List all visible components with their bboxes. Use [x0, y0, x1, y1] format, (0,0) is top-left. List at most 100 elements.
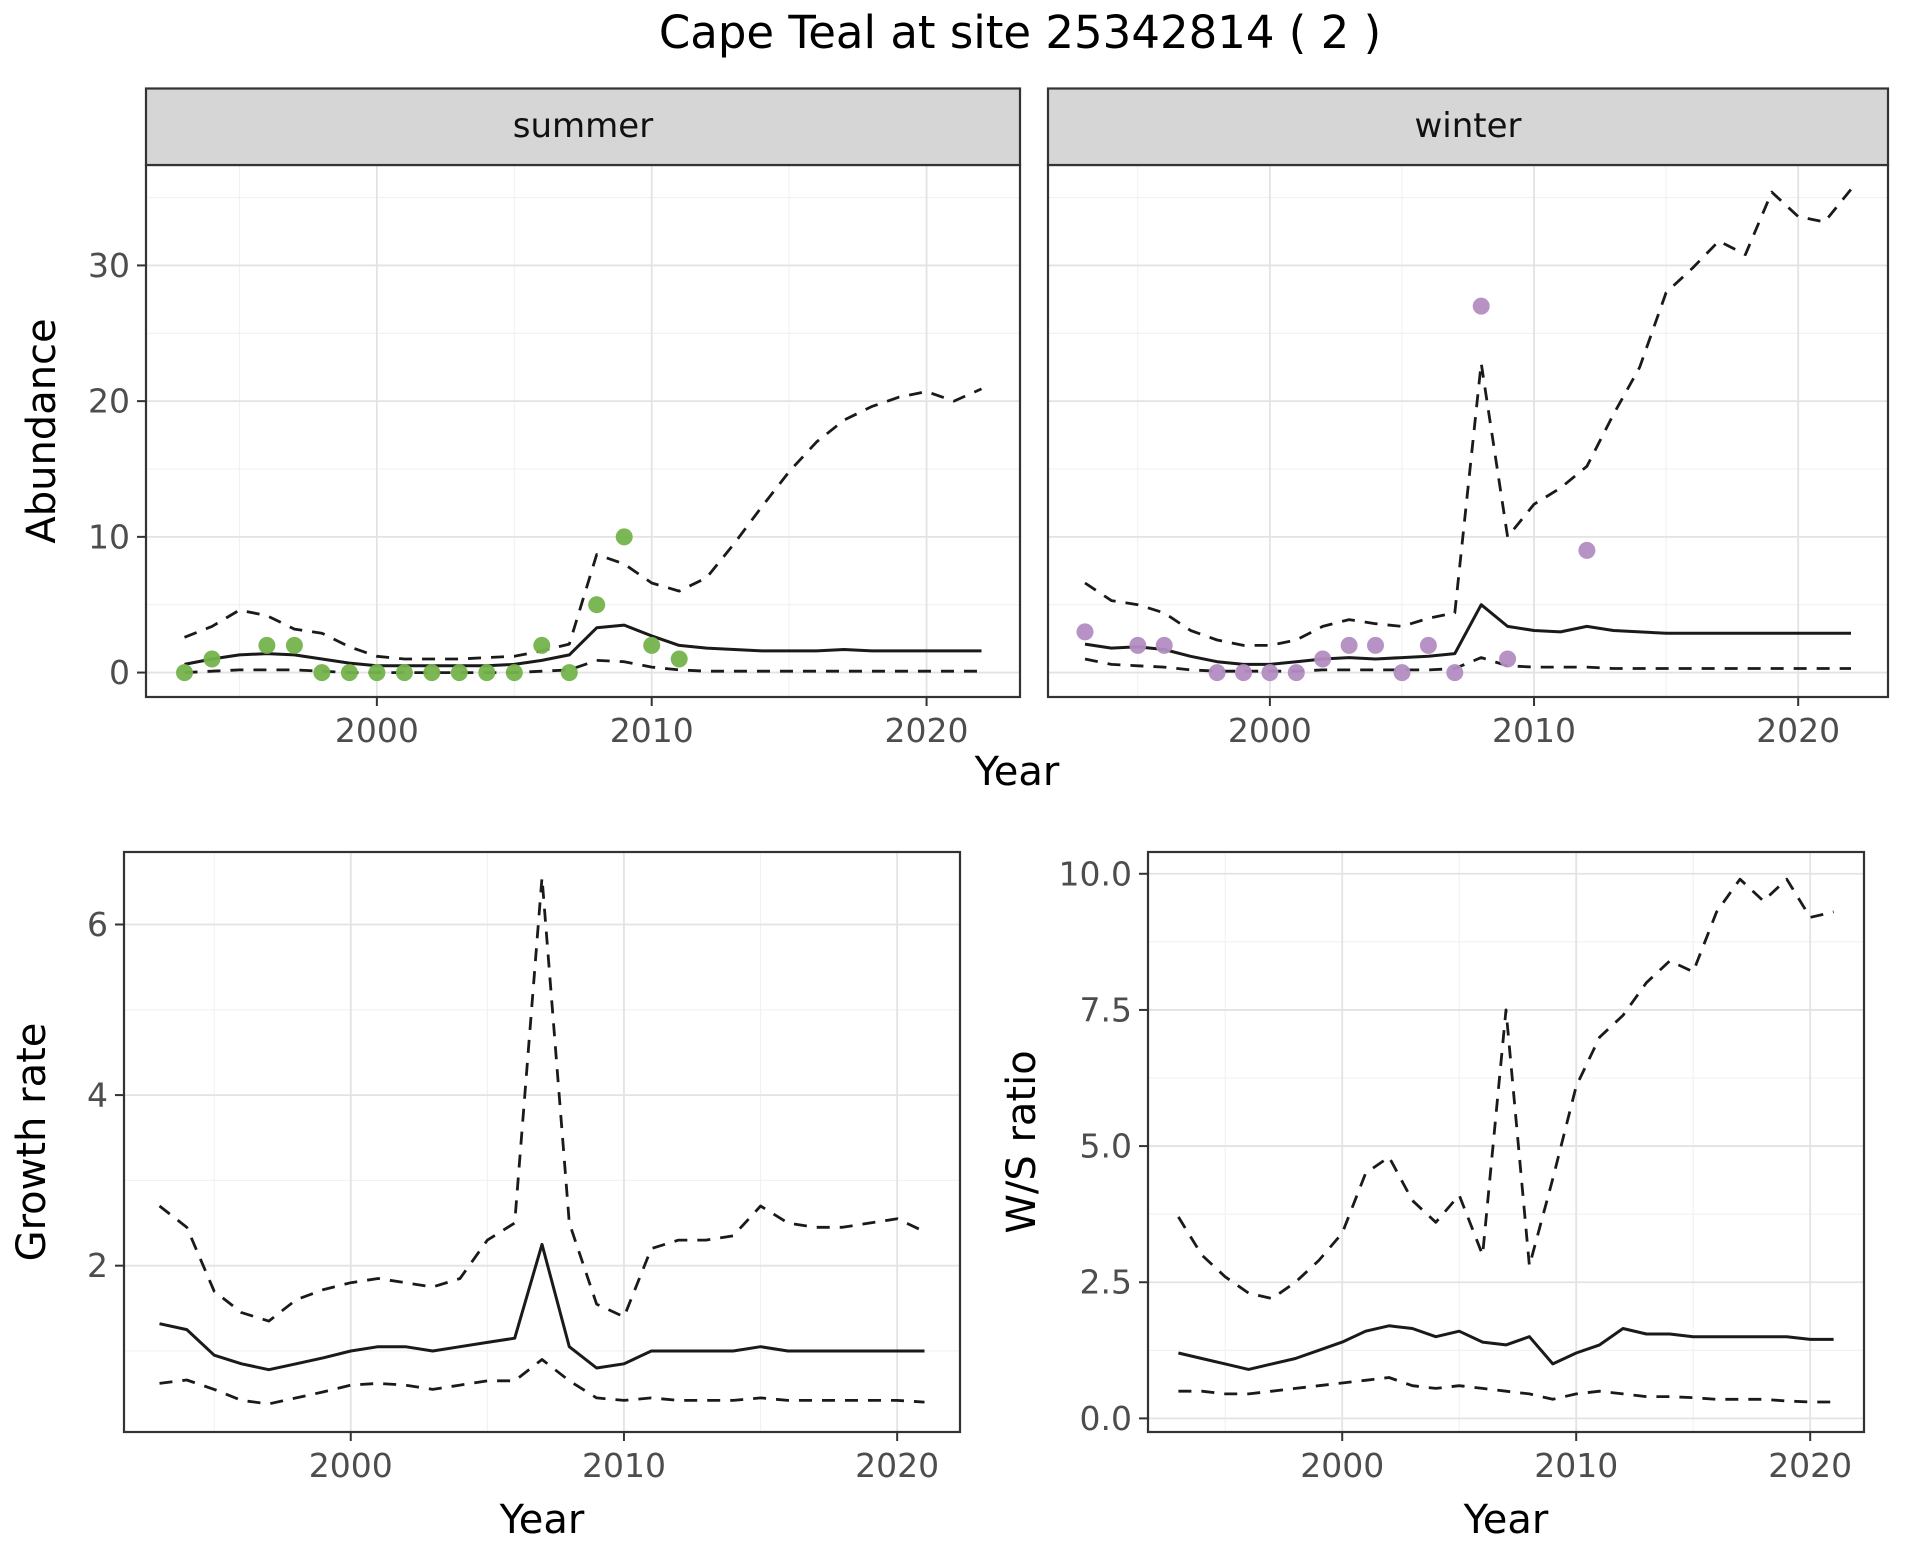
data-point	[560, 664, 578, 682]
y-tick-label: 4	[87, 1076, 108, 1115]
series-lower_95ci	[159, 1358, 925, 1406]
series-fitted_mean	[1084, 603, 1851, 666]
data-point	[1235, 664, 1252, 682]
data-point	[1129, 636, 1147, 654]
panel-abundance-summer: summer 2000 2010 2020 0 10 20 30	[78, 87, 1024, 749]
x-tick-label: 2020	[885, 711, 969, 749]
data-point	[505, 664, 523, 682]
data-point	[395, 664, 413, 682]
y-tick-label: 0.0	[1080, 1399, 1132, 1438]
data-point	[1155, 636, 1173, 654]
data-point	[285, 636, 303, 654]
data-point	[203, 650, 221, 668]
y-axis-title-growth-rate: Growth rate	[9, 1022, 55, 1262]
panel-background	[146, 165, 1020, 697]
data-point	[1446, 664, 1464, 682]
y-tick-label: 30	[88, 246, 130, 285]
series-upper_95ci	[183, 387, 983, 661]
data-point	[1287, 664, 1305, 682]
y-tick-label: 5.0	[1080, 1127, 1132, 1166]
axis-ticks: 2000 2010 2020 0.0 2.5 5.0 7.5 10.0	[1059, 854, 1853, 1484]
observed-points	[1076, 297, 1596, 682]
data-point	[176, 664, 193, 682]
facet-strip	[1046, 87, 1890, 167]
y-tick-label: 10.0	[1059, 854, 1132, 893]
y-tick-label: 20	[88, 382, 130, 421]
observed-points	[176, 528, 688, 682]
y-tick-label: 7.5	[1080, 990, 1132, 1029]
x-tick-label: 2000	[1300, 1446, 1384, 1484]
panel-abundance-winter: winter 2000 2010 2020	[1040, 87, 1892, 749]
x-tick-label: 2000	[309, 1446, 393, 1484]
data-point	[258, 636, 276, 654]
y-tick-label: 2.5	[1080, 1263, 1132, 1302]
grid-minor	[146, 165, 1020, 697]
data-point	[615, 528, 633, 546]
x-tick-label: 2020	[1756, 711, 1840, 749]
facet-strip-label: winter	[1414, 106, 1521, 146]
grid-major	[146, 165, 1020, 697]
series-lower_95ci	[184, 659, 982, 674]
x-tick-label: 2010	[610, 711, 694, 749]
chart-svg-abundance_summer: summer 2000 2010 2020 0 10 20 30	[88, 87, 1022, 749]
data-point	[1393, 664, 1411, 682]
x-axis-title-growth-rate: Year	[499, 1497, 585, 1543]
series-fitted_mean	[159, 1242, 925, 1372]
y-axis-title-ws-ratio: W/S ratio	[999, 1050, 1045, 1234]
data-point	[1367, 636, 1384, 654]
x-axis-title-abundance: Year	[974, 749, 1060, 795]
series-upper_95ci	[158, 876, 926, 1323]
data-point	[1499, 650, 1517, 668]
x-tick-label: 2010	[1534, 1446, 1618, 1484]
data-point	[450, 664, 468, 682]
data-point	[1076, 623, 1094, 641]
grid-minor	[124, 852, 960, 1432]
y-axis-title-abundance: Abundance	[19, 318, 65, 544]
panel-background	[124, 852, 960, 1432]
panel-border	[122, 850, 962, 1434]
series-fitted_mean	[1178, 1324, 1834, 1371]
y-tick-label: 6	[87, 905, 108, 944]
data-point	[368, 664, 386, 682]
grid-minor	[1048, 165, 1888, 697]
panel-background	[1048, 165, 1888, 697]
data-point	[1340, 636, 1358, 654]
x-tick-label: 2010	[582, 1446, 666, 1484]
y-tick-label: 2	[87, 1246, 108, 1285]
series-upper_95ci	[1177, 877, 1834, 1300]
data-point	[340, 664, 358, 682]
x-tick-label: 2020	[855, 1446, 939, 1484]
data-point	[423, 664, 441, 682]
series-fitted_mean	[184, 623, 982, 668]
chart-svg-ratio: 2000 2010 2020 0.0 2.5 5.0 7.5 10.0	[1059, 850, 1866, 1484]
data-point	[1578, 541, 1596, 559]
data-point	[313, 664, 331, 682]
data-point	[1208, 664, 1226, 682]
data-point	[670, 650, 688, 668]
panel-ws-ratio: 2000 2010 2020 0.0 2.5 5.0 7.5 10.0	[1054, 842, 1872, 1484]
data-point	[478, 664, 496, 682]
axis-ticks: 2000 2010 2020 2 4 6	[87, 905, 939, 1484]
x-tick-label: 2010	[1492, 711, 1576, 749]
data-point	[1314, 650, 1332, 668]
x-tick-label: 2000	[1228, 711, 1312, 749]
chart-svg-abundance_winter: winter 2000 2010 2020	[1046, 87, 1890, 749]
data-point	[643, 636, 661, 654]
data-point	[588, 596, 606, 614]
axis-ticks: 2000 2010 2020 0 10 20 30	[88, 246, 969, 749]
grid-major	[1148, 852, 1864, 1432]
panel-growth-rate: 2000 2010 2020 2 4 6	[56, 842, 968, 1484]
series-lower_95ci	[1178, 1376, 1834, 1404]
x-axis-title-ws-ratio: Year	[1463, 1497, 1549, 1543]
grid-major	[1048, 165, 1888, 697]
data-point	[1261, 664, 1279, 682]
data-point	[533, 636, 551, 654]
y-tick-label: 0	[109, 653, 130, 692]
x-tick-label: 2000	[335, 711, 419, 749]
grid-major	[124, 852, 960, 1432]
facet-strip-label: summer	[513, 106, 653, 146]
panel-border	[1146, 850, 1866, 1434]
x-tick-label: 2020	[1768, 1446, 1852, 1484]
data-point	[1419, 636, 1437, 654]
